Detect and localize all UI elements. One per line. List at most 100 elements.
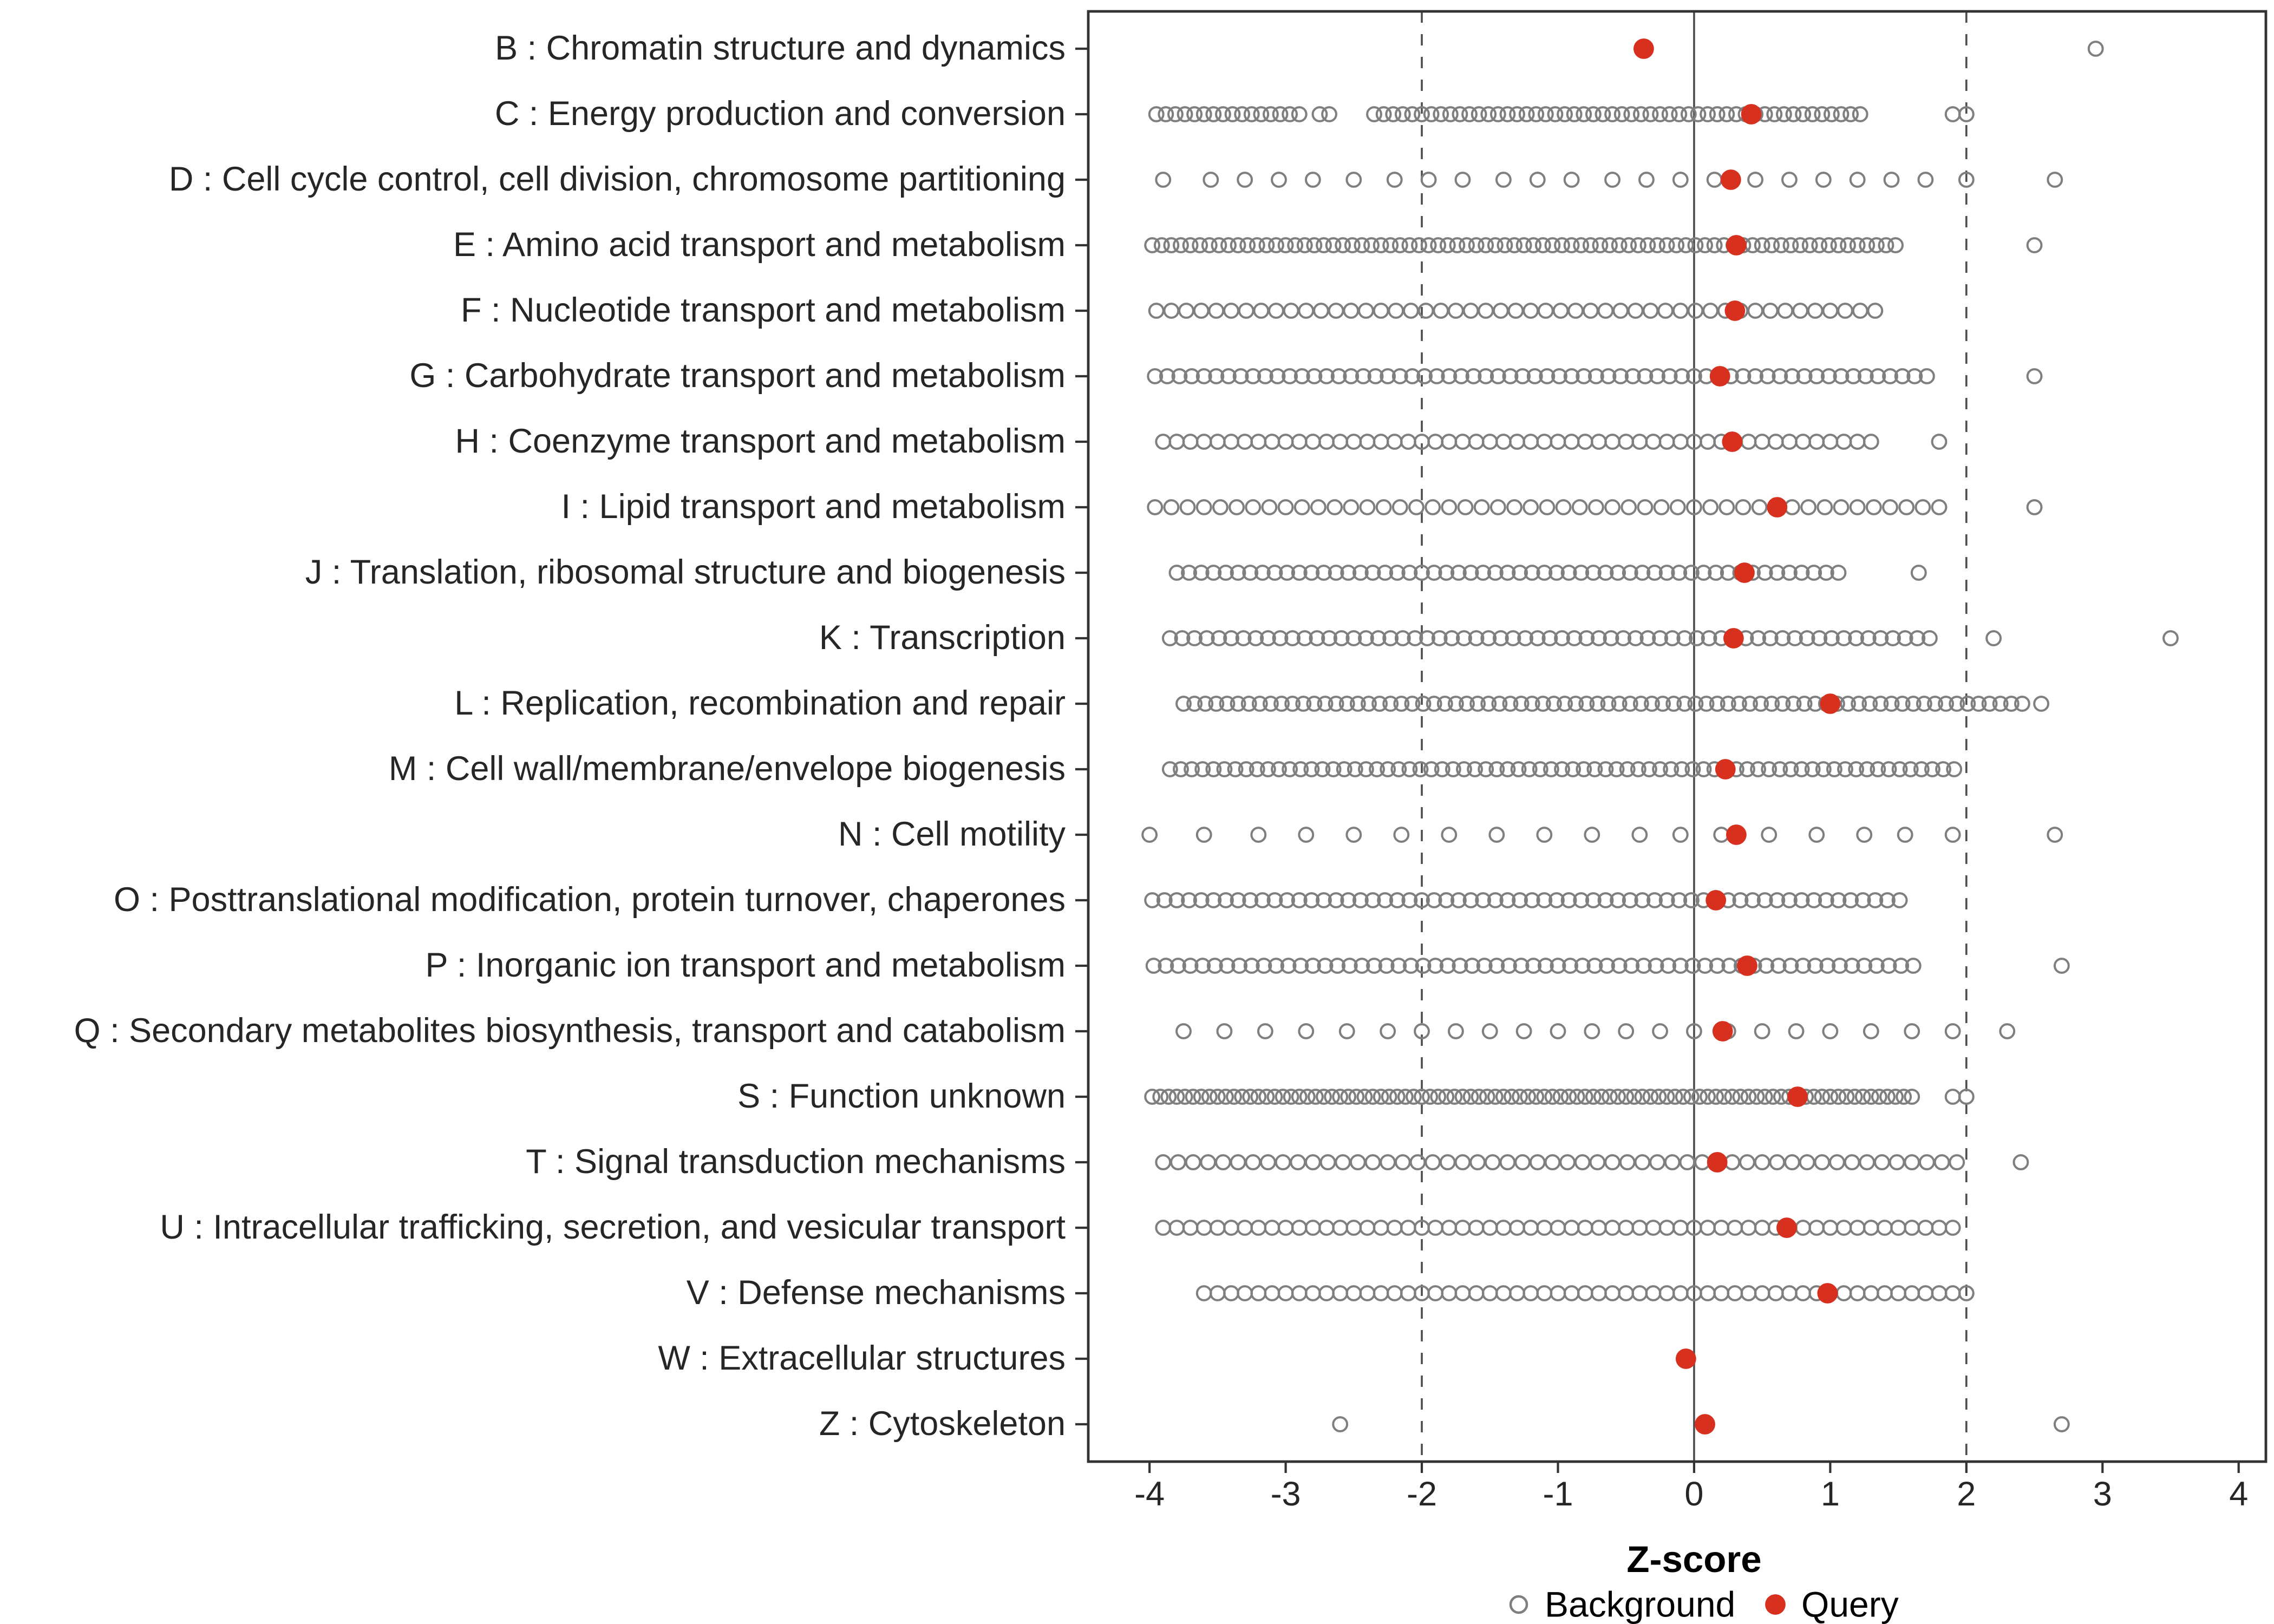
background-point [1871,1089,1887,1105]
background-point [1291,1220,1308,1236]
background-point [1487,892,1504,908]
background-point [1167,106,1184,122]
background-point [1441,434,1458,450]
background-point [1944,1285,1961,1301]
background-point [1602,237,1618,253]
background-point [1857,368,1874,384]
background-point [1784,368,1800,384]
background-point [1849,172,1866,188]
background-point [1177,1089,1193,1105]
background-point [1634,565,1651,581]
category-label: T : Signal transduction mechanisms [526,1143,1066,1181]
background-point [1663,761,1680,777]
background-point [1170,1154,1186,1170]
background-point [1407,630,1423,646]
background-point [1624,368,1641,384]
background-point [1522,1220,1539,1236]
background-point [1611,696,1628,712]
background-point [1436,696,1453,712]
background-point [1672,958,1689,974]
background-point [1959,696,1976,712]
background-point [1672,303,1689,319]
background-point [1700,1220,1716,1236]
background-point [1314,761,1331,777]
background-point [1844,1154,1860,1170]
background-point [1193,565,1210,581]
background-point [1818,892,1834,908]
background-point [1917,172,1934,188]
background-point [1806,565,1822,581]
background-point [1145,958,1162,974]
background-point [1890,1285,1907,1301]
background-point [1552,1089,1569,1105]
background-point [1336,761,1352,777]
background-point [1627,630,1644,646]
background-point [1602,1089,1618,1105]
background-point [1345,630,1362,646]
background-point [1589,1154,1606,1170]
background-point [1345,1220,1362,1236]
background-point [1700,434,1716,450]
query-point [1723,628,1744,649]
background-point [1201,237,1218,253]
background-point [1316,565,1332,581]
background-point [1854,892,1871,908]
background-point [1777,303,1794,319]
background-point [1456,761,1472,777]
background-point [1144,892,1161,908]
background-point [1811,237,1828,253]
background-point [1502,696,1519,712]
background-point [1144,1089,1161,1105]
background-point [1879,892,1896,908]
background-point [1819,958,1836,974]
background-point [1822,303,1839,319]
background-point [1835,1285,1852,1301]
background-point [1298,303,1315,319]
background-point [1822,1023,1839,1039]
background-point [1468,1220,1485,1236]
background-point [1499,565,1516,581]
background-point [1382,630,1399,646]
background-point [1769,892,1786,908]
background-point [1604,1285,1620,1301]
background-point [1253,106,1270,122]
background-point [1604,172,1620,188]
background-point [1264,434,1280,450]
background-point [1184,761,1200,777]
background-point [1155,172,1172,188]
background-point [1488,761,1505,777]
background-point [1658,434,1675,450]
background-point [1364,565,1381,581]
background-point [1230,696,1246,712]
background-point [1478,237,1494,253]
background-point [1882,368,1898,384]
background-point [1209,1220,1226,1236]
background-point [1604,499,1620,515]
background-point [1569,1089,1585,1105]
background-point [1863,1089,1879,1105]
background-point [1793,565,1810,581]
legend-background-marker-icon [1509,1595,1528,1614]
background-point [1330,368,1347,384]
background-point [1509,1220,1525,1236]
background-point [1840,237,1856,253]
background-point [1367,368,1384,384]
background-point [1373,1285,1389,1301]
background-point [1332,1416,1349,1432]
background-point [1489,499,1506,515]
background-point [1724,1089,1741,1105]
background-point [1291,892,1308,908]
background-point [2026,237,2043,253]
category-label: S : Function unknown [737,1077,1066,1115]
background-point [1380,368,1396,384]
background-point [1296,630,1313,646]
background-point [1563,172,1580,188]
background-point [1896,1089,1912,1105]
background-point [1422,1089,1439,1105]
background-point [1543,761,1559,777]
background-point [1271,761,1287,777]
background-point [1479,1089,1495,1105]
legend-query-label: Query [1801,1584,1899,1624]
background-point [1256,958,1272,974]
background-point [1913,761,1930,777]
